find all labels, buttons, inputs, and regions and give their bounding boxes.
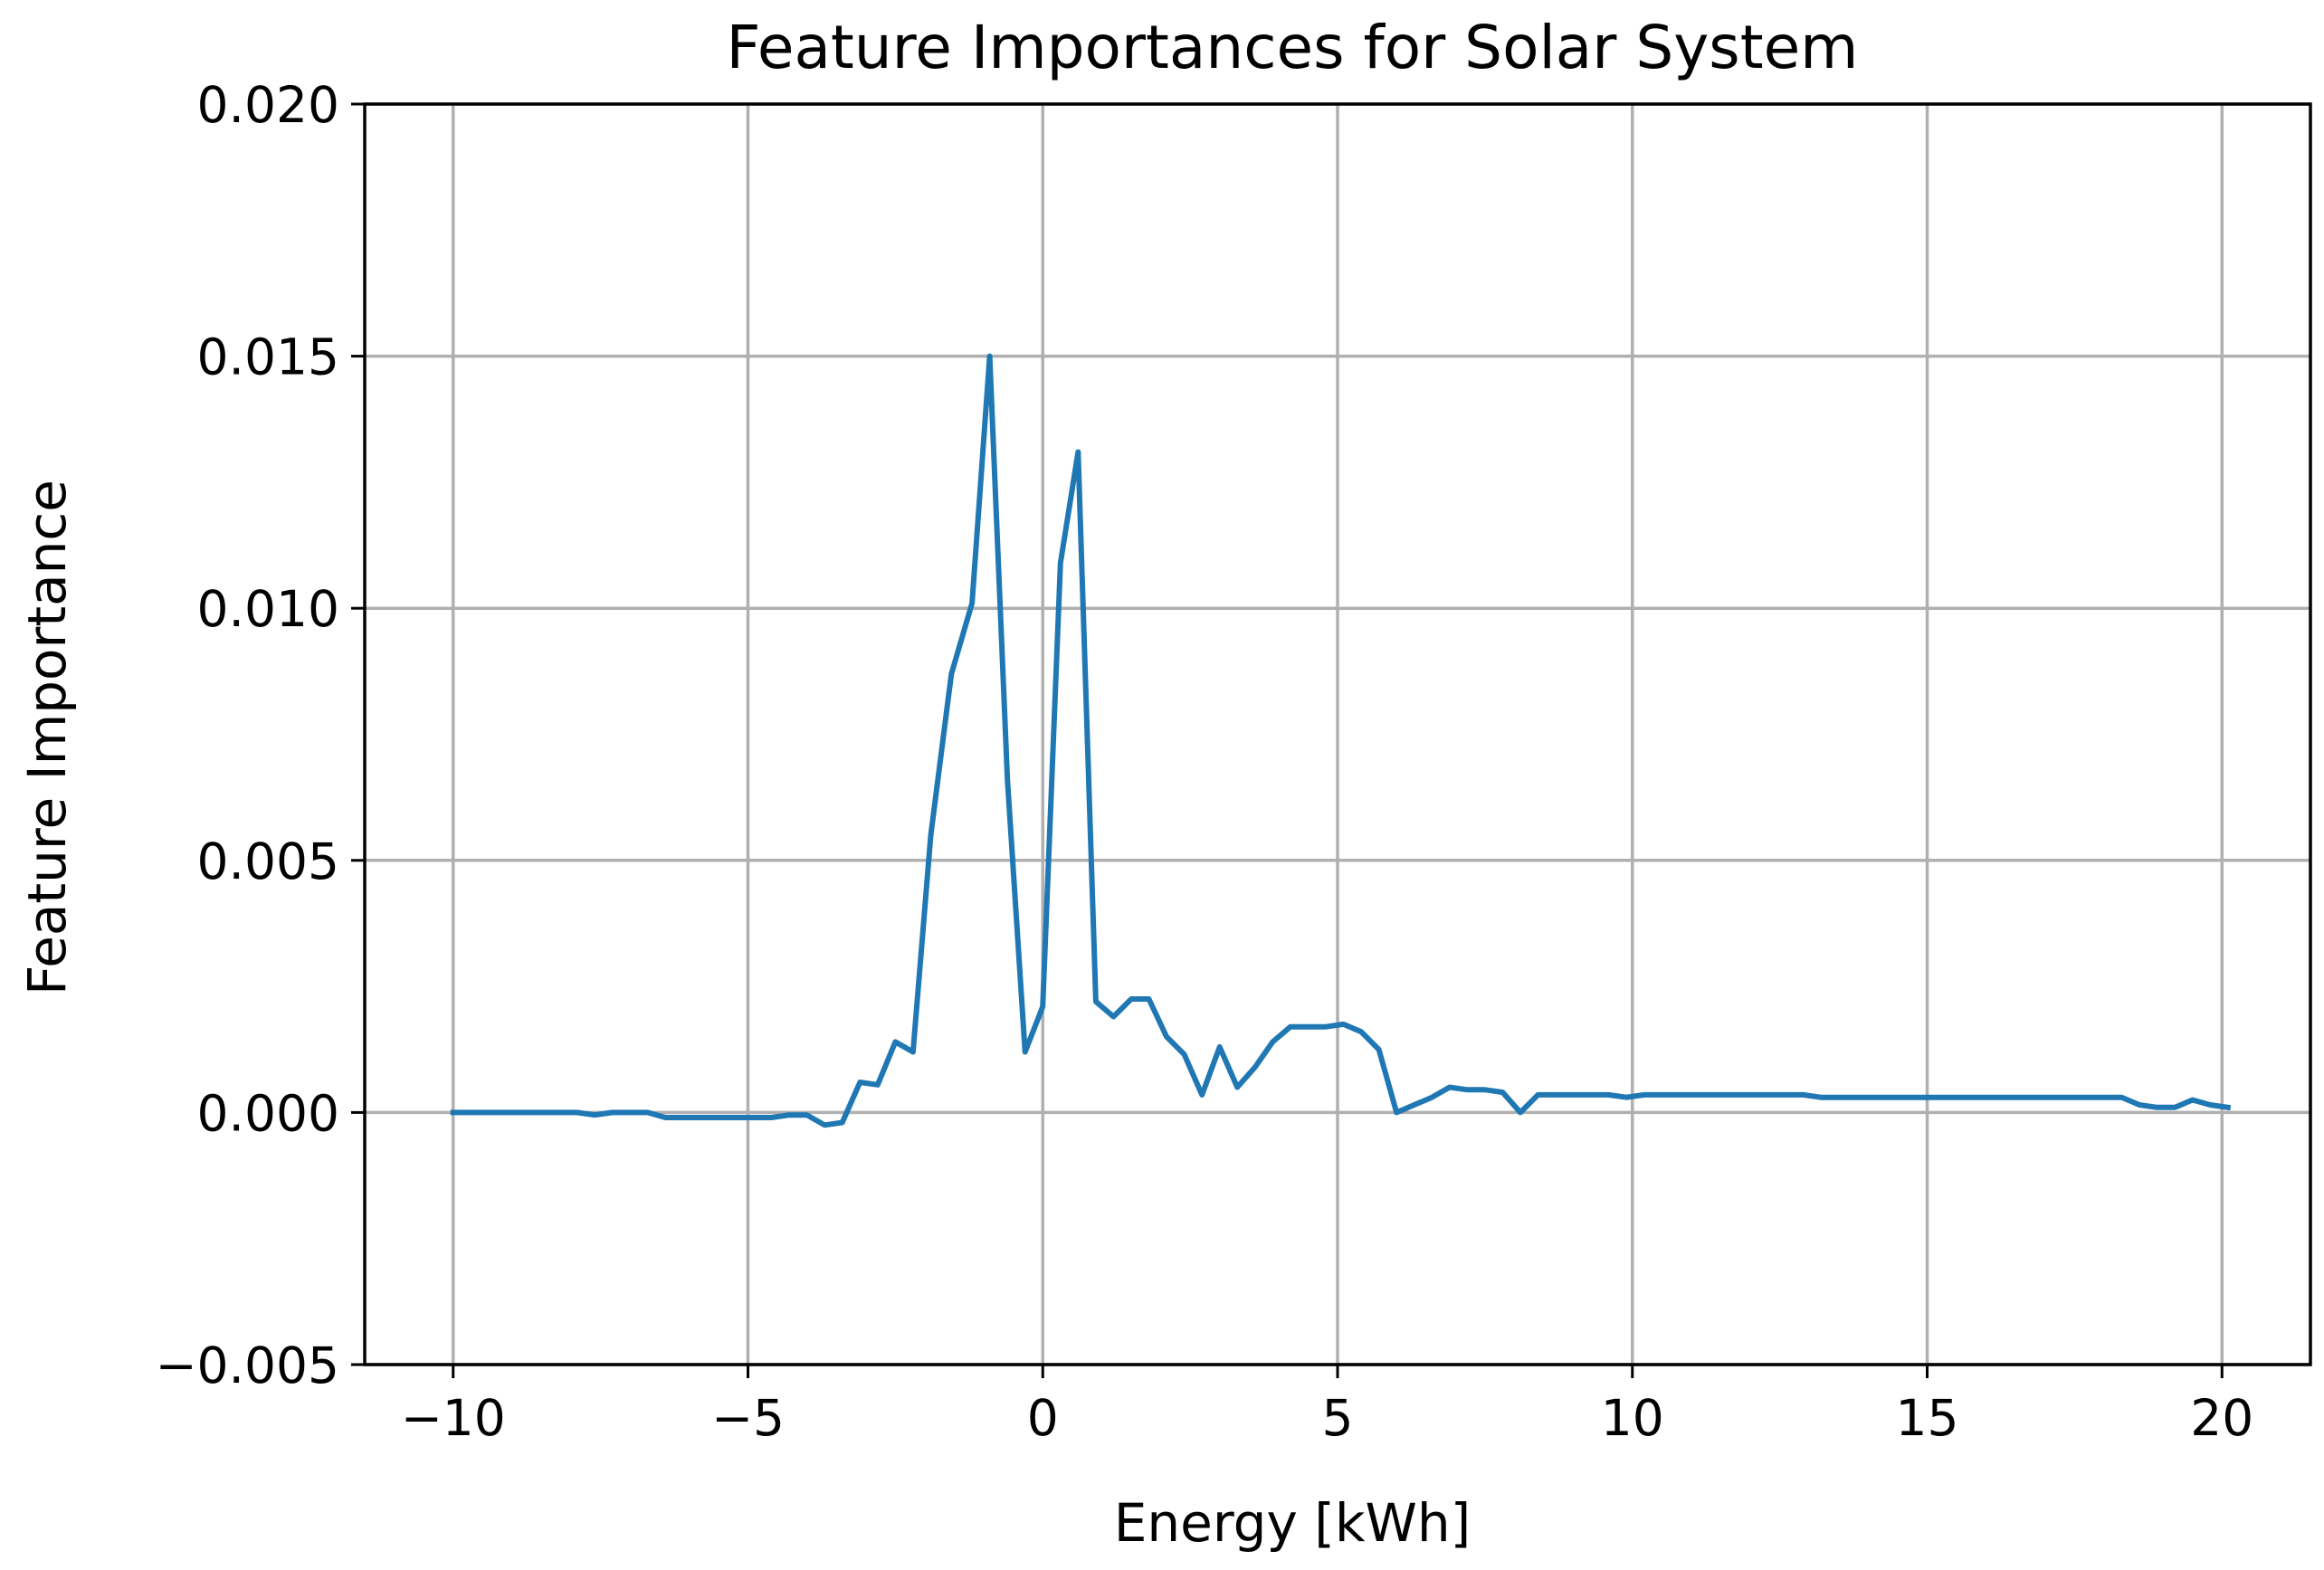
- chart-title: Feature Importances for Solar System: [727, 13, 1859, 82]
- x-tick-label: 20: [2190, 1389, 2253, 1447]
- x-tick-label: −5: [711, 1389, 785, 1447]
- x-tick-label: 0: [1027, 1389, 1059, 1447]
- x-axis-ticks: −10 −5 0 5 10 15 20: [401, 1365, 2253, 1447]
- y-tick-label: 0.005: [197, 833, 339, 890]
- y-tick-label: 0.000: [197, 1084, 339, 1142]
- y-tick-label: 0.010: [197, 580, 339, 638]
- series-layer: [450, 353, 2232, 1128]
- series-line: [450, 353, 2232, 1128]
- y-tick-label: 0.020: [197, 76, 339, 134]
- x-tick-label: 10: [1601, 1389, 1664, 1447]
- x-tick-label: 15: [1896, 1389, 1959, 1447]
- x-axis-label: Energy [kWh]: [1114, 1492, 1471, 1554]
- x-tick-label: 5: [1322, 1389, 1354, 1447]
- x-tick-label: −10: [401, 1389, 506, 1447]
- y-axis-ticks: −0.005 0.000 0.005 0.010 0.015 0.020: [155, 76, 365, 1394]
- y-axis-label: Feature Importance: [16, 480, 78, 995]
- y-tick-label: 0.015: [197, 328, 339, 386]
- plot-area-frame: [363, 102, 2312, 1366]
- y-tick-label: −0.005: [155, 1337, 339, 1394]
